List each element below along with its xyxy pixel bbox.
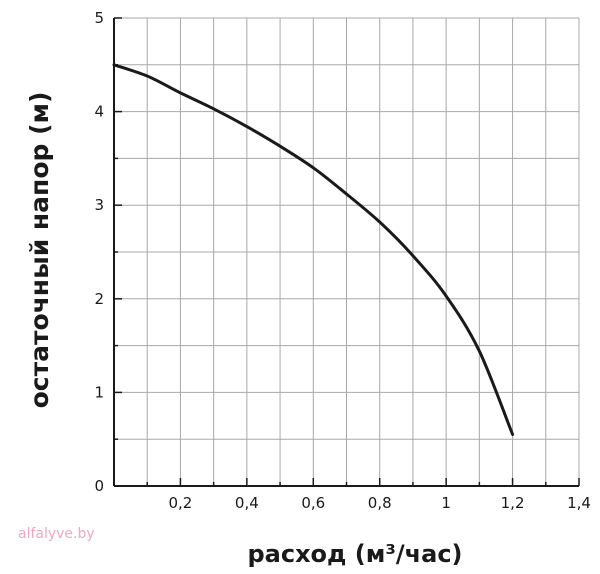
x-tick-label: 1,4 (567, 494, 591, 512)
x-tick-label: 0,8 (368, 494, 392, 512)
y-tick-label: 5 (94, 9, 104, 27)
y-tick-labels: 0 1 2 3 4 5 (94, 9, 104, 495)
x-tick-label: 1 (441, 494, 451, 512)
series (112, 63, 515, 436)
axes (113, 17, 580, 487)
y-tick-label: 0 (94, 477, 104, 495)
x-tick-label: 1,2 (501, 494, 525, 512)
x-tick-labels: 0,2 0,4 0,6 0,8 1 1,2 1,4 (168, 494, 590, 512)
y-tick-label: 2 (94, 290, 104, 308)
x-tick-label: 0,4 (235, 494, 259, 512)
x-tick-label: 0,2 (168, 494, 192, 512)
y-axis-label: остаточный напор (м) (25, 92, 54, 409)
watermark: alfalyve.by (18, 526, 95, 542)
grid (114, 17, 580, 486)
y-tick-label: 4 (94, 103, 104, 121)
series-line (112, 63, 515, 436)
y-tick-label: 1 (94, 383, 104, 401)
x-axis-label: расход (м³/час) (247, 540, 462, 568)
y-tick-label: 3 (94, 196, 104, 214)
x-tick-label: 0,6 (301, 494, 325, 512)
